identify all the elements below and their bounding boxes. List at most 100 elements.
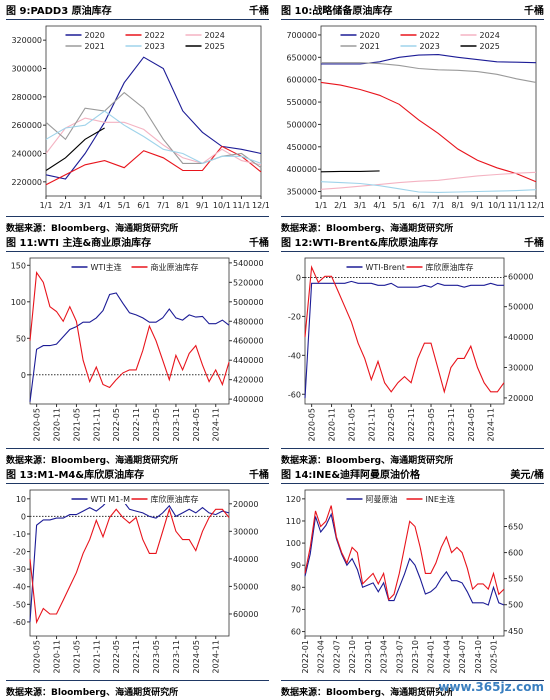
y2-tick-label: 520000 [233, 278, 264, 287]
chart: -60 -40 -20 0 20000 30000 40000 50000 60000 2020-… [288, 257, 533, 441]
y-tick-label: 120 [286, 495, 301, 504]
y-tick-label: 90 [291, 561, 301, 570]
y-tick-label: -60 [13, 618, 26, 627]
x-tick-label: 9/1 [471, 201, 484, 210]
x-tick-label: 2020-05 [308, 408, 317, 441]
panel-header: 图 14:INE&迪拜阿曼原油价格 美元/桶 [281, 464, 544, 484]
source-note: 数据来源：Bloomberg、海通期货研究所 [6, 216, 269, 236]
x-tick-label: 2023-05 [427, 408, 436, 441]
y2-tick-label: 40000 [233, 555, 258, 564]
y2-tick-label: 460000 [233, 337, 264, 346]
chart-title: 图 12:WTI-Brent&库欣原油库存 [281, 238, 439, 249]
panel-header: 图 13:M1-M4&库欣原油库存 千桶 [6, 464, 269, 484]
x-tick-label: 2023-11 [172, 408, 181, 441]
y2-tick-label: 540000 [233, 259, 264, 268]
y-tick-label: -40 [13, 583, 26, 592]
x-tick-label: 2022-05 [387, 408, 396, 441]
y-tick-label: -40 [288, 351, 301, 360]
legend-bg [344, 262, 403, 272]
x-tick-label: 8/1 [451, 201, 464, 210]
x-tick-label: 7/1 [432, 201, 445, 210]
x-tick-label: 2024-11 [212, 408, 221, 441]
series-line [29, 507, 230, 625]
y-tick-label: 400000 [286, 165, 317, 174]
legend-label: WTI-Brent [366, 263, 406, 272]
y2-tick-label: 20000 [508, 394, 533, 403]
chart-panel: 图 10:战略储备原油库存 千桶 350000 400000 450000 500000 5… [275, 0, 550, 234]
legend-bg [458, 41, 517, 51]
series-line [45, 145, 262, 186]
plot-frame [304, 257, 505, 405]
y-tick-label: 100 [286, 539, 301, 548]
x-tick-label: 2024-01 [427, 640, 436, 673]
legend-label: 库欣原油库存 [426, 262, 474, 272]
x-tick-label: 2023-11 [172, 640, 181, 673]
x-tick-label: 2024-05 [467, 408, 476, 441]
x-tick-label: 5/1 [393, 201, 406, 210]
x-tick-label: 2022-10 [348, 640, 357, 673]
x-tick-label: 2021-11 [92, 640, 101, 673]
legend-bg [129, 494, 188, 504]
y-tick-label: -50 [13, 600, 26, 609]
y2-tick-label: 500000 [233, 298, 264, 307]
legend-label: 2023 [420, 42, 440, 51]
panel-header: 图 10:战略储备原油库存 千桶 [281, 0, 544, 20]
chart-panel: 图 12:WTI-Brent&库欣原油库存 千桶 -60 -40 -20 0 20000 30… [275, 232, 550, 466]
legend-bg [398, 30, 457, 40]
series-line [304, 505, 505, 601]
y-tick-label: 100 [11, 298, 26, 307]
legend-bg [63, 30, 122, 40]
y2-tick-label: 440000 [233, 356, 264, 365]
y-tick-label: 80 [291, 583, 301, 592]
x-tick-label: 2020-05 [33, 640, 42, 673]
legend-bg [458, 30, 517, 40]
legend-label: INE主连 [426, 494, 455, 504]
chart-title: 图 11:WTI 主连&商业原油库存 [6, 238, 152, 249]
legend-label: 2023 [145, 42, 165, 51]
x-tick-label: 6/1 [137, 201, 150, 210]
x-tick-label: 2021-11 [92, 408, 101, 441]
chart-title: 图 9:PADD3 原油库存 [6, 6, 112, 17]
series-line [45, 110, 262, 164]
x-tick-label: 1/1 [315, 201, 328, 210]
x-tick-label: 2024-05 [192, 640, 201, 673]
panel-header: 图 12:WTI-Brent&库欣原油库存 千桶 [281, 232, 544, 252]
unit-label: 千桶 [249, 238, 269, 249]
y-tick-label: -30 [13, 565, 26, 574]
chart: 350000 400000 450000 500000 550000 600000 6500… [286, 25, 545, 210]
legend-label: 2024 [205, 31, 225, 40]
x-tick-label: 2022-11 [407, 408, 416, 441]
x-tick-label: 8/1 [176, 201, 189, 210]
y-tick-label: 320000 [11, 36, 42, 45]
x-tick-label: 2025-01 [490, 640, 499, 673]
y2-tick-label: 30000 [508, 364, 533, 373]
series-line [320, 81, 537, 183]
unit-label: 千桶 [249, 6, 269, 17]
y2-tick-label: 20000 [233, 500, 258, 509]
y-tick-label: -10 [13, 530, 26, 539]
y2-tick-label: 60000 [508, 272, 533, 281]
panel-header: 图 11:WTI 主连&商业原油库存 千桶 [6, 232, 269, 252]
y-tick-label: 0 [296, 273, 301, 282]
x-tick-label: 2023-11 [447, 408, 456, 441]
x-tick-label: 11/1 [507, 201, 525, 210]
x-tick-label: 2023-10 [411, 640, 420, 673]
x-tick-label: 2024-10 [474, 640, 483, 673]
y-tick-label: -60 [288, 390, 301, 399]
x-tick-label: 2020-11 [53, 640, 62, 673]
series-line [304, 264, 505, 394]
x-tick-label: 6/1 [412, 201, 425, 210]
unit-label: 千桶 [249, 470, 269, 481]
chart-panel: 图 9:PADD3 原油库存 千桶 220000 240000 260000 280000… [0, 0, 275, 234]
y-tick-label: 280000 [11, 93, 42, 102]
x-tick-label: 2023-05 [152, 408, 161, 441]
x-tick-label: 10/1 [213, 201, 231, 210]
series-line [320, 170, 380, 173]
plot-frame [29, 489, 230, 637]
x-tick-label: 2024-05 [192, 408, 201, 441]
x-tick-label: 2022-05 [112, 640, 121, 673]
legend-bg [69, 494, 128, 504]
x-tick-label: 2020-05 [33, 408, 42, 441]
